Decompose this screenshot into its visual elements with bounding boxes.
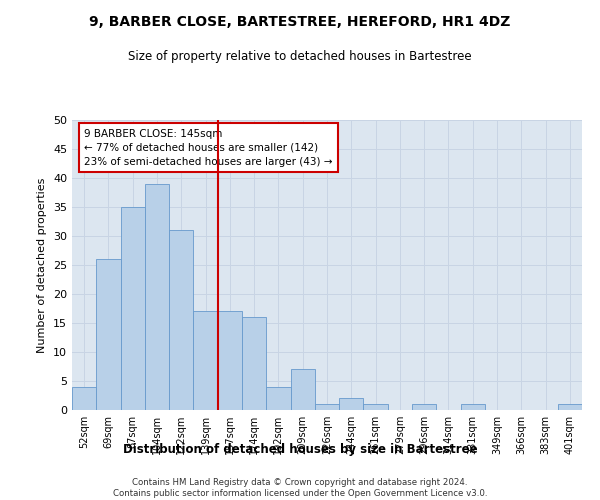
Y-axis label: Number of detached properties: Number of detached properties xyxy=(37,178,47,352)
Bar xyxy=(121,207,145,410)
Bar xyxy=(145,184,169,410)
Bar xyxy=(72,387,96,410)
Text: 9, BARBER CLOSE, BARTESTREE, HEREFORD, HR1 4DZ: 9, BARBER CLOSE, BARTESTREE, HEREFORD, H… xyxy=(89,15,511,29)
Bar xyxy=(339,398,364,410)
Bar xyxy=(290,370,315,410)
Bar xyxy=(96,259,121,410)
Bar xyxy=(193,312,218,410)
Text: Distribution of detached houses by size in Bartestree: Distribution of detached houses by size … xyxy=(122,442,478,456)
Text: Size of property relative to detached houses in Bartestree: Size of property relative to detached ho… xyxy=(128,50,472,63)
Bar xyxy=(364,404,388,410)
Bar xyxy=(461,404,485,410)
Bar xyxy=(412,404,436,410)
Text: Contains HM Land Registry data © Crown copyright and database right 2024.
Contai: Contains HM Land Registry data © Crown c… xyxy=(113,478,487,498)
Bar xyxy=(315,404,339,410)
Text: 9 BARBER CLOSE: 145sqm
← 77% of detached houses are smaller (142)
23% of semi-de: 9 BARBER CLOSE: 145sqm ← 77% of detached… xyxy=(84,128,332,166)
Bar xyxy=(218,312,242,410)
Bar xyxy=(169,230,193,410)
Bar xyxy=(242,317,266,410)
Bar xyxy=(558,404,582,410)
Bar xyxy=(266,387,290,410)
